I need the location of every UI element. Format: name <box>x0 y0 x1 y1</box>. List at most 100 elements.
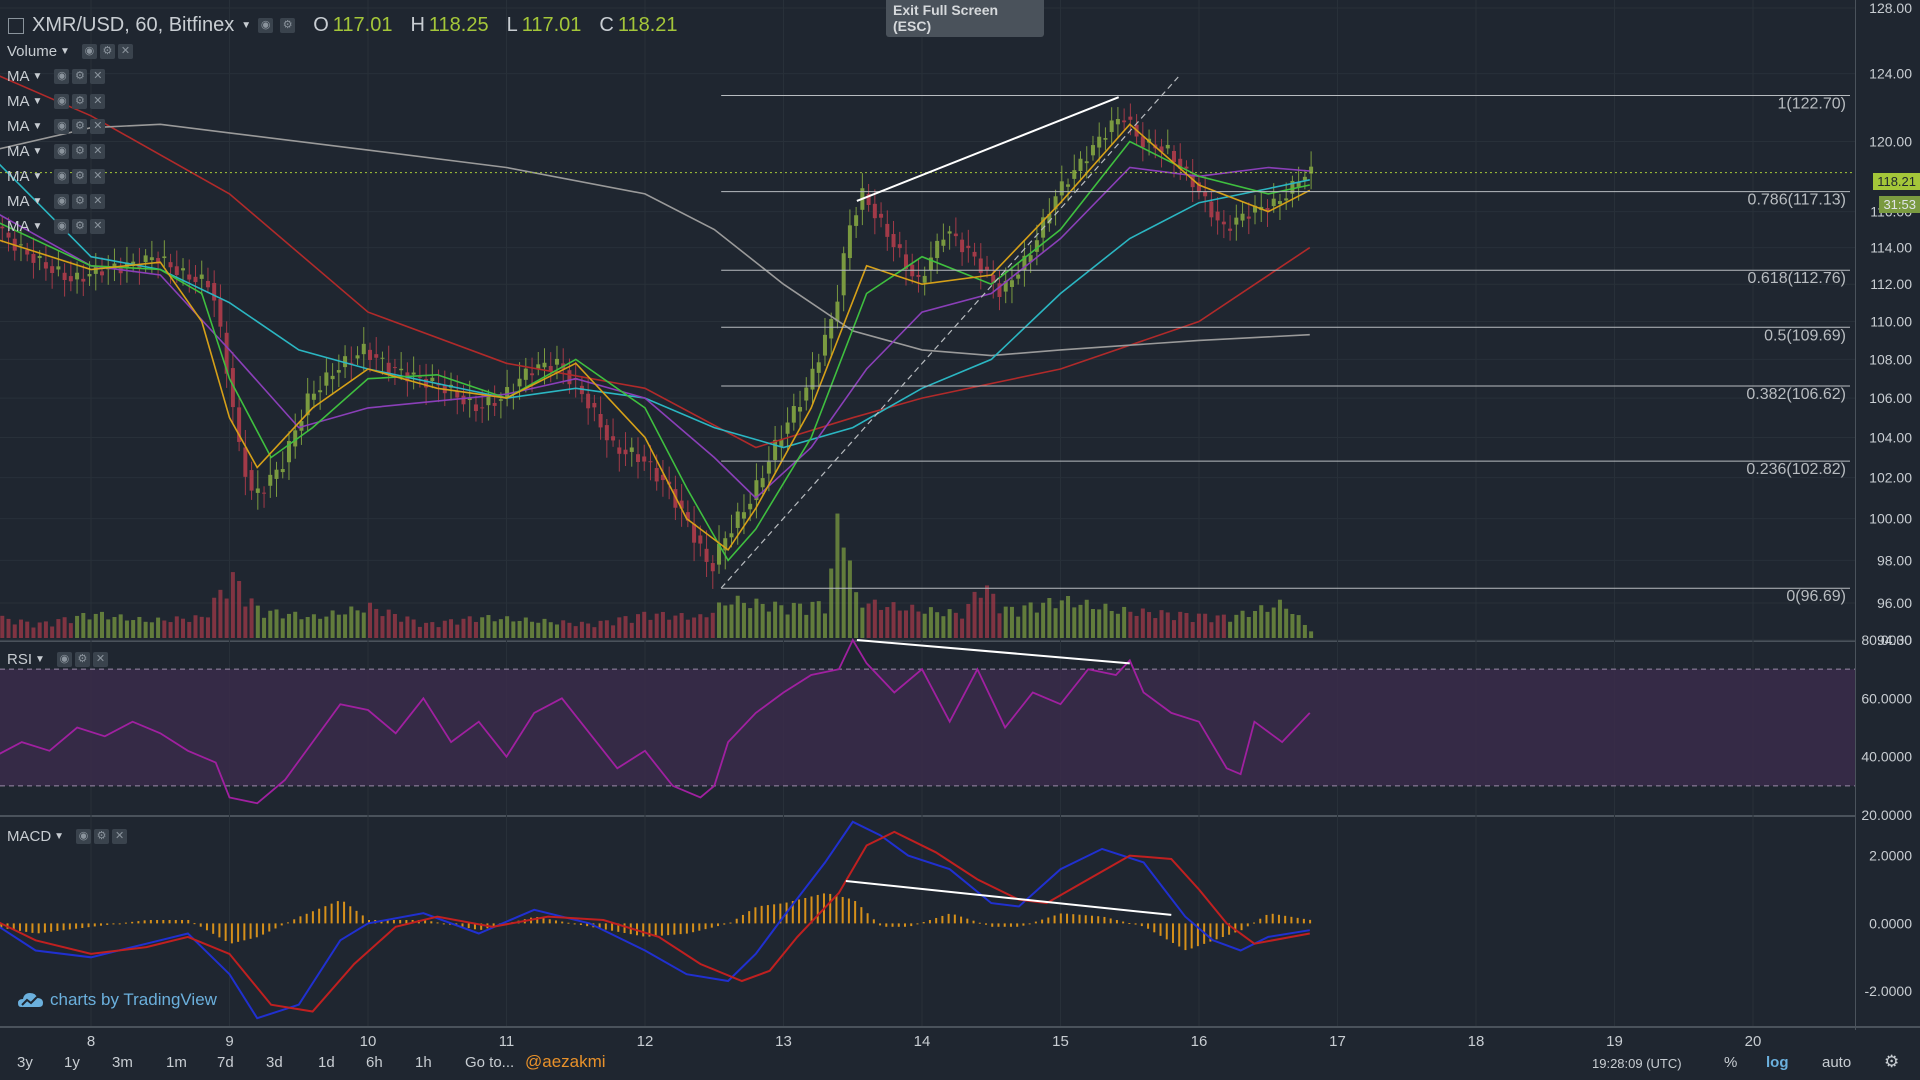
volume-bar <box>461 618 466 638</box>
eye-icon[interactable]: ◉ <box>54 144 70 159</box>
log-toggle[interactable]: log <box>1766 1054 1789 1071</box>
gear-icon[interactable]: ⚙ <box>72 169 88 184</box>
eye-icon[interactable]: ◉ <box>54 94 70 109</box>
goto-button[interactable]: Go to... <box>465 1054 515 1071</box>
close-icon[interactable]: ✕ <box>92 652 108 667</box>
gear-icon[interactable]: ⚙ <box>72 69 88 84</box>
indicator-label[interactable]: MA <box>7 218 30 235</box>
close-icon[interactable]: ✕ <box>90 194 106 209</box>
gear-icon[interactable]: ⚙ <box>280 18 296 33</box>
chevron-down-icon[interactable]: ▼ <box>241 20 252 31</box>
indicator-legend-row[interactable]: MA ▼ ◉ ⚙ ✕ <box>7 168 106 185</box>
eye-icon[interactable]: ◉ <box>81 44 97 59</box>
y-tick-label: 112.00 <box>1870 276 1912 292</box>
range-button-1m[interactable]: 1m <box>166 1054 187 1071</box>
collapse-icon[interactable] <box>8 17 24 34</box>
indicator-label[interactable]: Volume <box>7 43 58 60</box>
auto-toggle[interactable]: auto <box>1822 1054 1852 1071</box>
close-icon[interactable]: ✕ <box>90 219 106 234</box>
indicator-legend-row[interactable]: MA ▼ ◉ ⚙ ✕ <box>7 93 106 110</box>
eye-icon[interactable]: ◉ <box>76 829 92 844</box>
close-icon[interactable]: ✕ <box>90 94 106 109</box>
range-button-1y[interactable]: 1y <box>64 1054 80 1071</box>
close-icon[interactable]: ✕ <box>90 169 106 184</box>
chevron-down-icon[interactable]: ▼ <box>32 96 43 107</box>
close-icon[interactable]: ✕ <box>117 44 133 59</box>
chevron-down-icon[interactable]: ▼ <box>32 196 43 207</box>
gear-icon[interactable]: ⚙ <box>72 94 88 109</box>
indicator-label[interactable]: MA <box>7 93 30 110</box>
indicator-legend-row[interactable]: MA ▼ ◉ ⚙ ✕ <box>7 118 106 135</box>
range-button-1d[interactable]: 1d <box>318 1054 335 1071</box>
eye-icon[interactable]: ◉ <box>54 219 70 234</box>
macd-histogram-bar <box>442 923 445 925</box>
gear-icon[interactable]: ⚙ <box>94 829 110 844</box>
gear-icon[interactable]: ⚙ <box>72 194 88 209</box>
chevron-down-icon[interactable]: ▼ <box>35 654 45 665</box>
gear-icon[interactable]: ⚙ <box>99 44 115 59</box>
indicator-label[interactable]: MA <box>7 193 30 210</box>
chevron-down-icon[interactable]: ▼ <box>32 71 43 82</box>
close-icon[interactable]: ✕ <box>90 69 106 84</box>
candle-body <box>1090 145 1095 156</box>
macd-histogram-bar <box>311 911 314 924</box>
macd-tick-label: 2.0000 <box>1869 848 1912 864</box>
tradingview-branding[interactable]: charts by TradingView <box>18 990 217 1010</box>
percent-toggle[interactable]: % <box>1724 1054 1738 1071</box>
chevron-down-icon[interactable]: ▼ <box>32 146 43 157</box>
rsi-legend[interactable]: RSI ▼ ◉ ⚙ ✕ <box>7 651 108 668</box>
symbol-title[interactable]: XMR/USD, 60, Bitfinex <box>32 14 235 36</box>
range-button-3m[interactable]: 3m <box>112 1054 133 1071</box>
exit-fullscreen-button[interactable]: Exit Full Screen (ESC) <box>886 0 1044 37</box>
range-button-3y[interactable]: 3y <box>17 1054 33 1071</box>
gear-icon[interactable]: ⚙ <box>74 652 90 667</box>
macd-legend[interactable]: MACD ▼ ◉ ⚙ ✕ <box>7 828 128 845</box>
gear-icon[interactable]: ⚙ <box>72 144 88 159</box>
candle-body <box>1140 136 1145 148</box>
indicator-legend-row[interactable]: MA ▼ ◉ ⚙ ✕ <box>7 143 106 160</box>
indicator-label[interactable]: MA <box>7 68 30 85</box>
macd-histogram-bar <box>710 923 713 928</box>
range-button-1h[interactable]: 1h <box>415 1054 432 1071</box>
chevron-down-icon[interactable]: ▼ <box>54 831 65 842</box>
volume-bar <box>635 614 640 638</box>
gear-icon[interactable]: ⚙ <box>72 119 88 134</box>
candle-body <box>361 343 366 355</box>
candle-body <box>773 439 778 460</box>
macd-histogram-bar <box>1084 915 1087 924</box>
chevron-down-icon[interactable]: ▼ <box>60 46 70 57</box>
eye-icon[interactable]: ◉ <box>54 69 70 84</box>
rsi-label[interactable]: RSI <box>7 651 33 668</box>
eye-icon[interactable]: ◉ <box>258 18 274 33</box>
close-icon[interactable]: ✕ <box>90 144 106 159</box>
range-button-3d[interactable]: 3d <box>266 1054 283 1071</box>
eye-icon[interactable]: ◉ <box>56 652 72 667</box>
indicator-label[interactable]: MA <box>7 118 30 135</box>
gear-icon[interactable]: ⚙ <box>72 219 88 234</box>
candle-body <box>592 402 597 408</box>
range-button-7d[interactable]: 7d <box>217 1054 234 1071</box>
chevron-down-icon[interactable]: ▼ <box>32 221 43 232</box>
chevron-down-icon[interactable]: ▼ <box>32 121 43 132</box>
close-icon[interactable]: ✕ <box>112 829 128 844</box>
indicator-label[interactable]: MA <box>7 168 30 185</box>
macd-histogram-bar <box>810 896 813 924</box>
eye-icon[interactable]: ◉ <box>54 119 70 134</box>
macd-histogram-bar <box>56 923 59 932</box>
eye-icon[interactable]: ◉ <box>54 194 70 209</box>
close-icon[interactable]: ✕ <box>90 119 106 134</box>
indicator-legend-row[interactable]: MA ▼ ◉ ⚙ ✕ <box>7 68 106 85</box>
indicator-label[interactable]: MA <box>7 143 30 160</box>
indicator-legend-row[interactable]: MA ▼ ◉ ⚙ ✕ <box>7 193 106 210</box>
chevron-down-icon[interactable]: ▼ <box>32 171 43 182</box>
macd-histogram-bar <box>436 922 439 924</box>
indicator-legend-row[interactable]: Volume ▼ ◉ ⚙ ✕ <box>7 43 133 60</box>
range-button-6h[interactable]: 6h <box>366 1054 383 1071</box>
candle-body <box>174 266 179 275</box>
macd-histogram-bar <box>972 920 975 924</box>
macd-label[interactable]: MACD <box>7 828 52 845</box>
eye-icon[interactable]: ◉ <box>54 169 70 184</box>
indicator-legend-row[interactable]: MA ▼ ◉ ⚙ ✕ <box>7 218 106 235</box>
gear-icon[interactable]: ⚙ <box>1884 1052 1900 1071</box>
